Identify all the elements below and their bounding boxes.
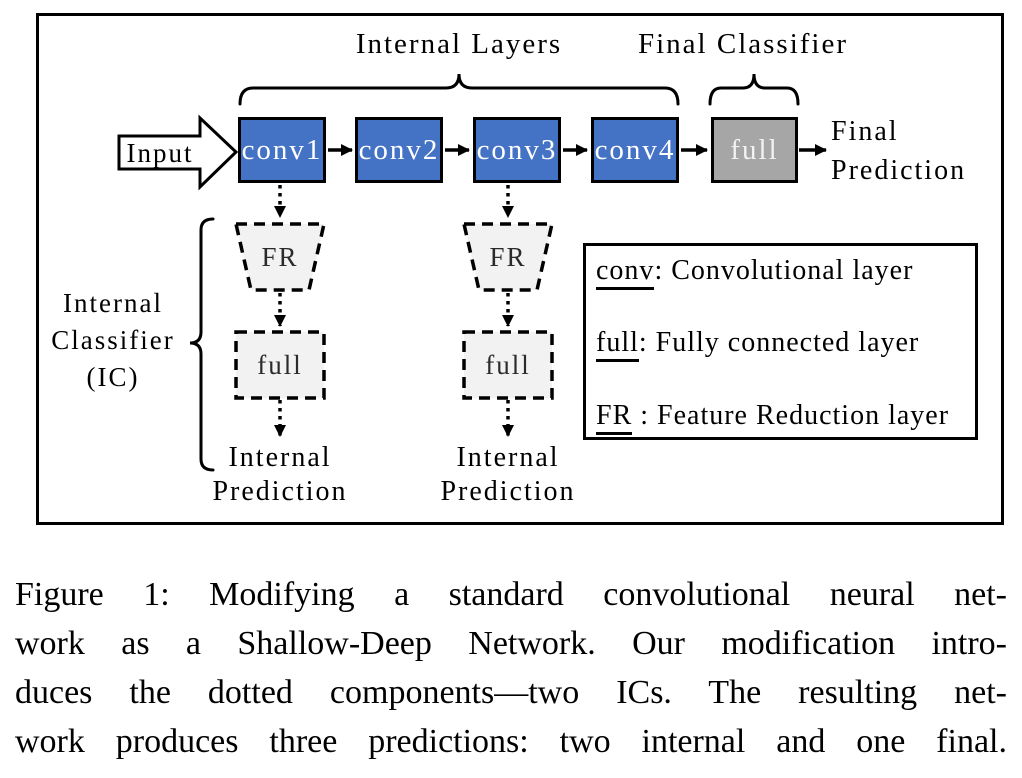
final-prediction-line2: Prediction [831,155,967,186]
input-label: Input [126,137,194,168]
full-box: full [711,117,798,183]
legend-desc-fr: : Feature Reduction layer [632,400,950,431]
conv4-label: conv4 [594,133,676,166]
internal-prediction-1-line2: Prediction [212,476,348,507]
legend-desc-conv: : Convolutional layer [654,255,914,286]
conv2-box: conv2 [355,117,443,183]
final-prediction-label: Final Prediction [831,112,966,190]
internal-prediction-2-line1: Internal [456,442,560,473]
fr1-label: FR [261,242,299,272]
conv2-label: conv2 [358,133,440,166]
final-classifier-title: Final Classifier [637,28,848,60]
ic2-full-label: full [485,350,531,380]
final-prediction-line1: Final [831,116,899,147]
figure-border [36,13,1004,525]
legend-term-fr: FR [596,400,633,435]
legend-item-fr: FR : Feature Reduction layer [596,400,950,435]
conv3-label: conv3 [476,133,558,166]
ic-brace-label-line3: (IC) [86,362,140,392]
legend-desc-full: : Fully connected layer [638,327,920,358]
figure-caption: Figure 1: Modifying a standard convoluti… [15,570,1007,766]
legend-item-full: full: Fully connected layer [596,327,920,362]
conv1-label: conv1 [241,133,323,166]
fr2-label: FR [489,242,527,272]
internal-prediction-1-line1: Internal [228,442,332,473]
full-label: full [730,133,779,166]
internal-prediction-1: Internal Prediction [160,441,400,509]
internal-prediction-2-line2: Prediction [440,476,576,507]
caption-line-3: duces the dotted components—two ICs. The… [15,674,1007,711]
conv3-box: conv3 [473,117,561,183]
ic-brace-label-line1: Internal [63,288,163,318]
legend-item-conv: conv: Convolutional layer [596,255,914,290]
conv1-box: conv1 [238,117,326,183]
caption-line-4: work produces three predictions: two int… [15,723,1007,760]
legend-term-full: full [596,327,639,362]
internal-layers-title: Internal Layers [355,28,563,60]
conv4-box: conv4 [591,117,679,183]
ic-brace-label-line2: Classifier [51,325,175,355]
legend-term-conv: conv [596,255,655,290]
caption-line-1: Figure 1: Modifying a standard convoluti… [15,576,1007,613]
ic1-full-label: full [257,350,303,380]
internal-prediction-2: Internal Prediction [388,441,628,509]
caption-line-2: work as a Shallow-Deep Network. Our modi… [15,625,1007,662]
legend-box: conv: Convolutional layer full: Fully co… [583,243,978,440]
ic-brace-label: Internal Classifier (IC) [27,285,199,396]
